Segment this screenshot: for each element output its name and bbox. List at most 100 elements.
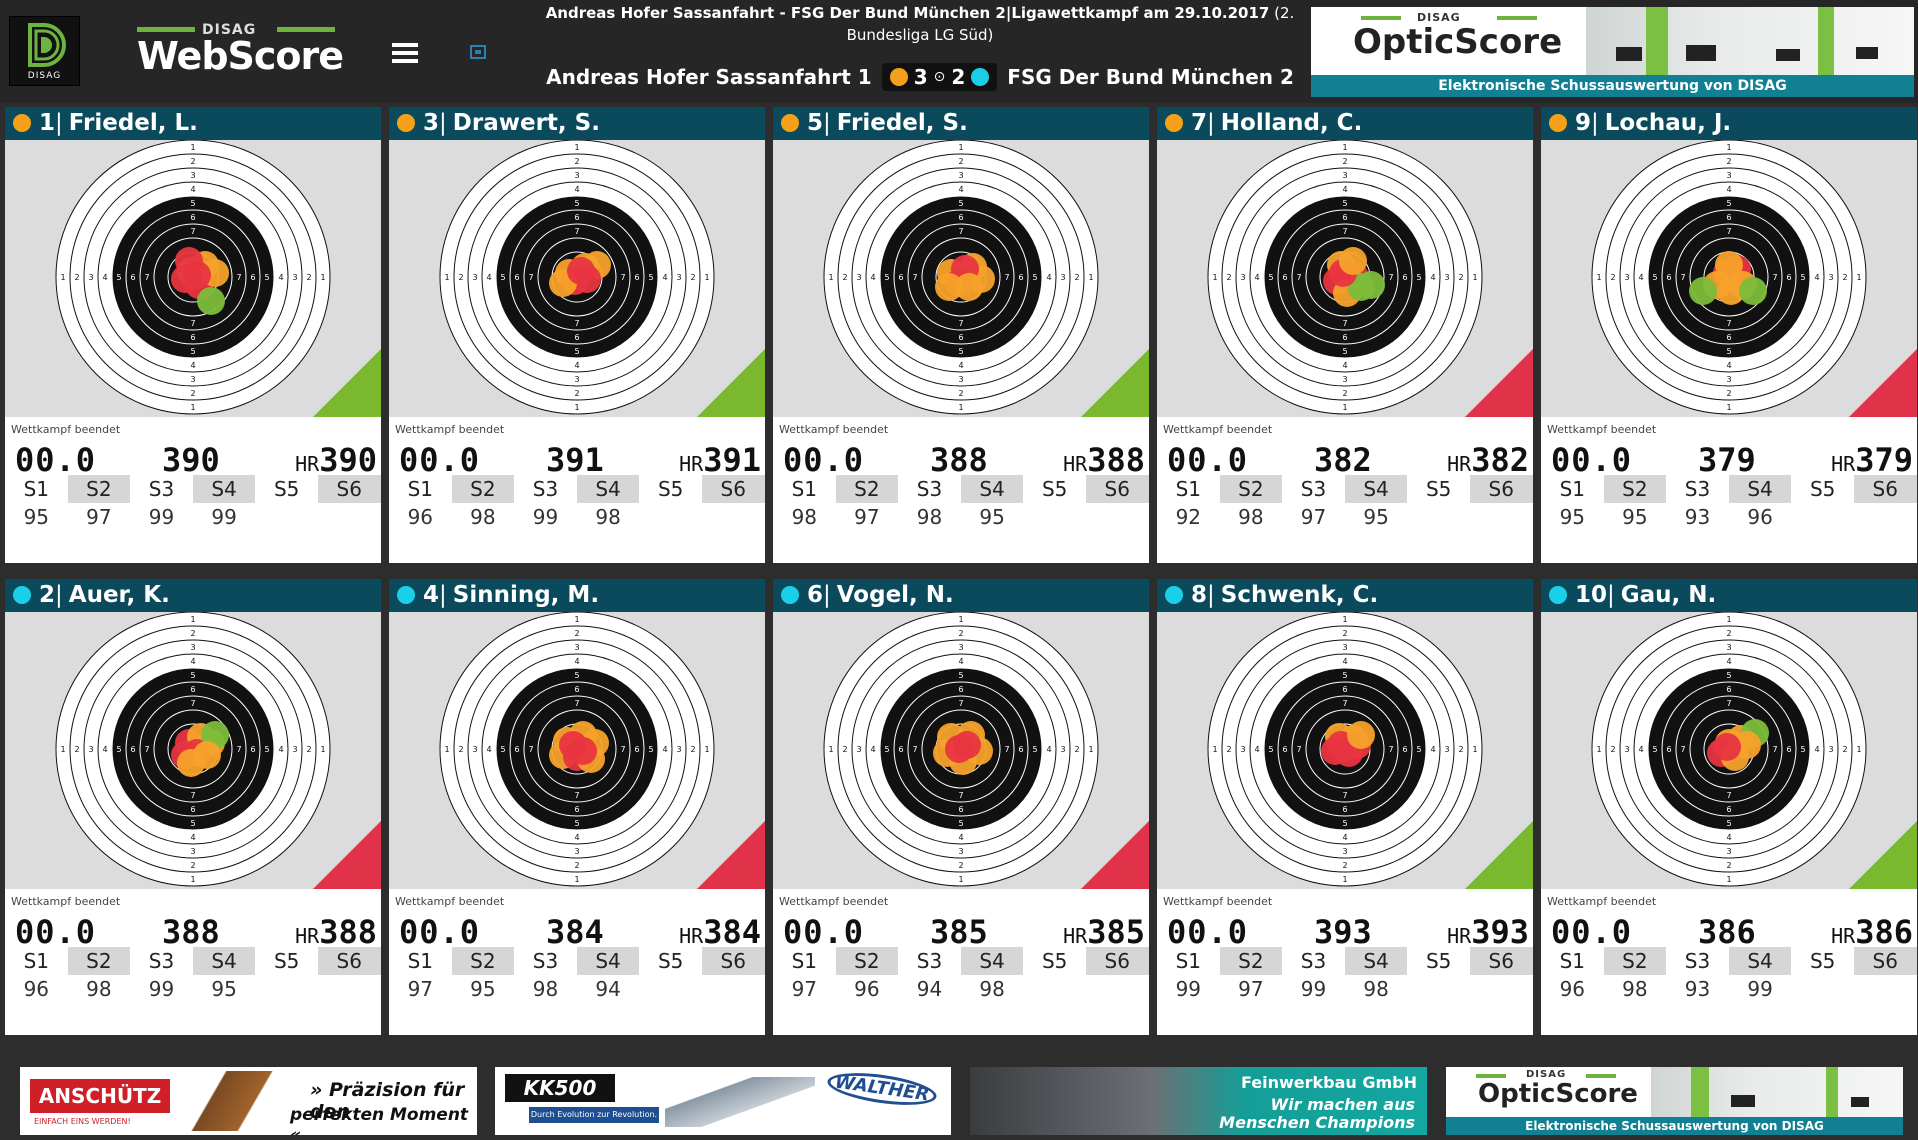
ring-number: 5 [264, 273, 269, 282]
ring-number: 6 [1786, 273, 1791, 282]
series-value: 99 [532, 505, 559, 529]
ring-number: 5 [648, 745, 653, 754]
shooter-header: 8| Schwenk, C. [1157, 579, 1533, 612]
shot-time: 00.0 [1167, 441, 1249, 479]
opticscore-brand: DISAG OpticScore [1311, 7, 1586, 75]
series-value: 98 [470, 505, 496, 529]
shooter-position: 8 [1191, 582, 1208, 608]
ring-number: 5 [958, 199, 963, 208]
sponsor-opticscore[interactable]: DISAG OpticScore Elektronische Schussaus… [1446, 1067, 1903, 1135]
team-dot-icon [13, 114, 31, 132]
ring-number: 7 [1388, 745, 1393, 754]
hr-score: HR390 [295, 441, 377, 479]
ring-number: 1 [1212, 273, 1217, 282]
ring-number: 3 [1342, 643, 1347, 652]
shooter-header: 7| Holland, C. [1157, 107, 1533, 140]
position-separator: | [1207, 110, 1215, 136]
ring-number: 6 [130, 745, 135, 754]
series-label: S6 [1853, 475, 1917, 503]
disag-logo: DISAG [9, 16, 80, 86]
series-value: 99 [211, 505, 237, 529]
sponsor-feinwerkbau[interactable]: Feinwerkbau GmbH Wir machen aus Menschen… [970, 1067, 1427, 1135]
ring-number: 1 [574, 615, 579, 624]
shooter-name: Gau, N. [1620, 582, 1717, 608]
ring-number: 4 [958, 185, 963, 194]
sponsor-walther[interactable]: KK500 Durch Evolution zur Revolution. WA… [495, 1067, 951, 1135]
ring-number: 2 [1342, 389, 1347, 398]
series-value: 98 [1238, 505, 1264, 529]
ring-number: 2 [958, 157, 963, 166]
ring-number: 6 [190, 213, 195, 222]
opticscore-text: OpticScore [1353, 22, 1563, 62]
series-label: S1 [23, 949, 49, 973]
ring-number: 4 [1430, 273, 1435, 282]
ring-number: 2 [306, 273, 311, 282]
series-values: 99 97 99 98 [1157, 975, 1533, 1003]
opticscore-banner-top[interactable]: DISAG OpticScore Elektronische Schussaus… [1311, 7, 1914, 97]
hr-value: 388 [1087, 441, 1145, 479]
series-label: S5 [1041, 949, 1068, 973]
ring-number: 5 [1726, 819, 1731, 828]
series-values: 98 97 98 95 [773, 503, 1149, 531]
fullscreen-icon[interactable] [470, 45, 486, 59]
opticscore-disag-text: DISAG [1417, 11, 1461, 24]
ring-number: 2 [1842, 745, 1847, 754]
series-value: 95 [1559, 505, 1586, 529]
position-separator: | [55, 582, 63, 608]
shooter-status: Wettkampf beendet [1547, 423, 1657, 436]
series-label: S2 [451, 947, 515, 975]
ring-number: 6 [130, 273, 135, 282]
ring-number: 4 [1342, 833, 1347, 842]
series-label: S6 [1469, 475, 1533, 503]
ring-number: 5 [1726, 199, 1731, 208]
ring-number: 5 [1652, 273, 1657, 282]
shot-time: 00.0 [15, 441, 97, 479]
series-label: S2 [1603, 947, 1667, 975]
ring-number: 5 [1652, 745, 1657, 754]
series-labels: S1 S2 S3 S4 S5 S6 [1541, 947, 1917, 975]
ring-number: 7 [144, 745, 149, 754]
ring-number: 4 [1814, 745, 1819, 754]
ring-number: 1 [1088, 273, 1093, 282]
webscore-text: WebScore [137, 34, 344, 78]
ring-number: 7 [236, 273, 241, 282]
ring-number: 7 [1004, 273, 1009, 282]
hr-value: 379 [1855, 441, 1913, 479]
total-score: 388 [162, 913, 220, 951]
ring-number: 3 [292, 745, 297, 754]
ring-number: 4 [1342, 657, 1347, 666]
result-indicator-icon [697, 821, 765, 889]
ring-number: 4 [662, 273, 667, 282]
series-label: S5 [1041, 477, 1068, 501]
hamburger-menu-icon[interactable] [392, 43, 418, 63]
shot-time: 00.0 [783, 441, 865, 479]
shot-hit [1357, 271, 1385, 299]
total-score: 385 [930, 913, 988, 951]
shooter-status: Wettkampf beendet [779, 423, 889, 436]
ring-number: 1 [1342, 875, 1347, 884]
ring-number: 7 [912, 273, 917, 282]
ring-number: 6 [574, 685, 579, 694]
sponsor-anschutz[interactable]: ANSCHÜTZ EINFACH EINS WERDEN! » Präzisio… [20, 1067, 477, 1135]
series-label: S4 [1728, 475, 1792, 503]
ring-number: 6 [190, 805, 195, 814]
series-value: 98 [1363, 977, 1389, 1001]
series-label: S6 [317, 947, 381, 975]
shooter-name: Auer, K. [68, 582, 170, 608]
ring-number: 6 [1726, 685, 1731, 694]
shot-time: 00.0 [783, 913, 865, 951]
series-value: 95 [470, 977, 496, 1001]
ring-number: 4 [1254, 273, 1259, 282]
